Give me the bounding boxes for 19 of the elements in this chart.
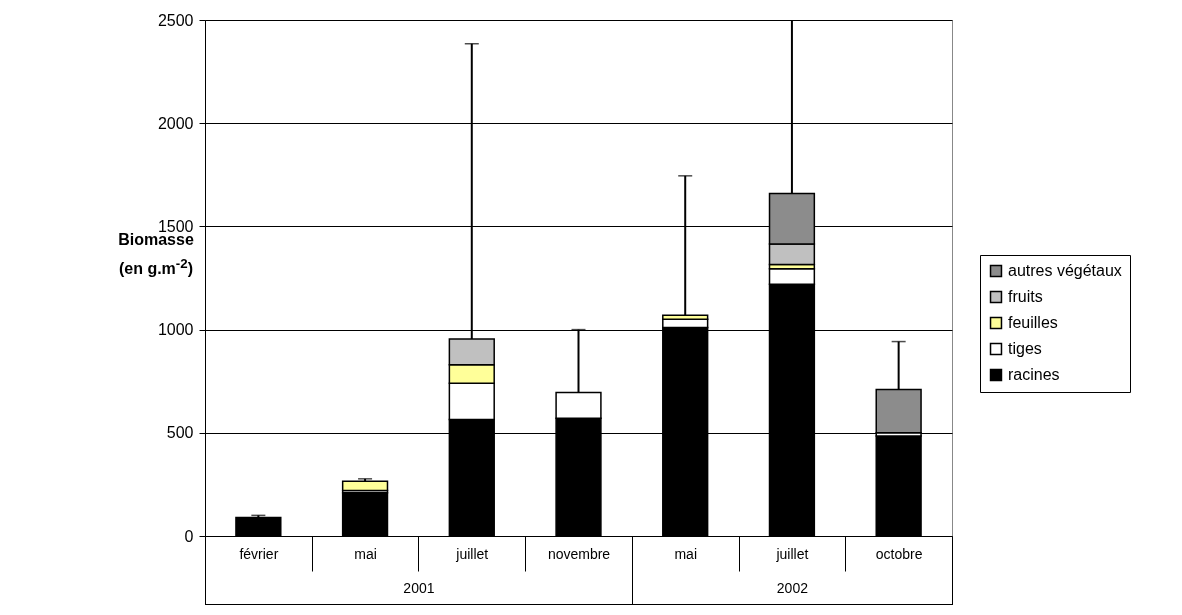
y-tick-label: 500 <box>166 424 194 442</box>
x-tick-label: juillet <box>455 545 489 562</box>
y-tick-label: 2000 <box>157 114 194 132</box>
y-tick-label: 1000 <box>157 321 194 339</box>
text: 2002 <box>631 571 953 605</box>
x-tick-label: mai <box>674 545 697 562</box>
x-tick-label: novembre <box>547 545 611 562</box>
x-tick-label: mai <box>354 545 377 562</box>
x-tick-label: octobre <box>875 545 923 562</box>
x-tick-label: juillet <box>775 545 809 562</box>
y-tick-label: 0 <box>184 527 194 545</box>
legend-label: fruits <box>1008 288 1043 305</box>
x-tick-label: février <box>239 545 279 562</box>
legend-label: racines <box>1008 366 1060 383</box>
legend-label: tiges <box>1008 340 1042 357</box>
y-tick-label: 2500 <box>157 11 194 29</box>
legend-label: autres végétaux <box>1008 262 1122 279</box>
text: 2001 <box>205 571 633 605</box>
legend-label: feuilles <box>1008 314 1058 331</box>
